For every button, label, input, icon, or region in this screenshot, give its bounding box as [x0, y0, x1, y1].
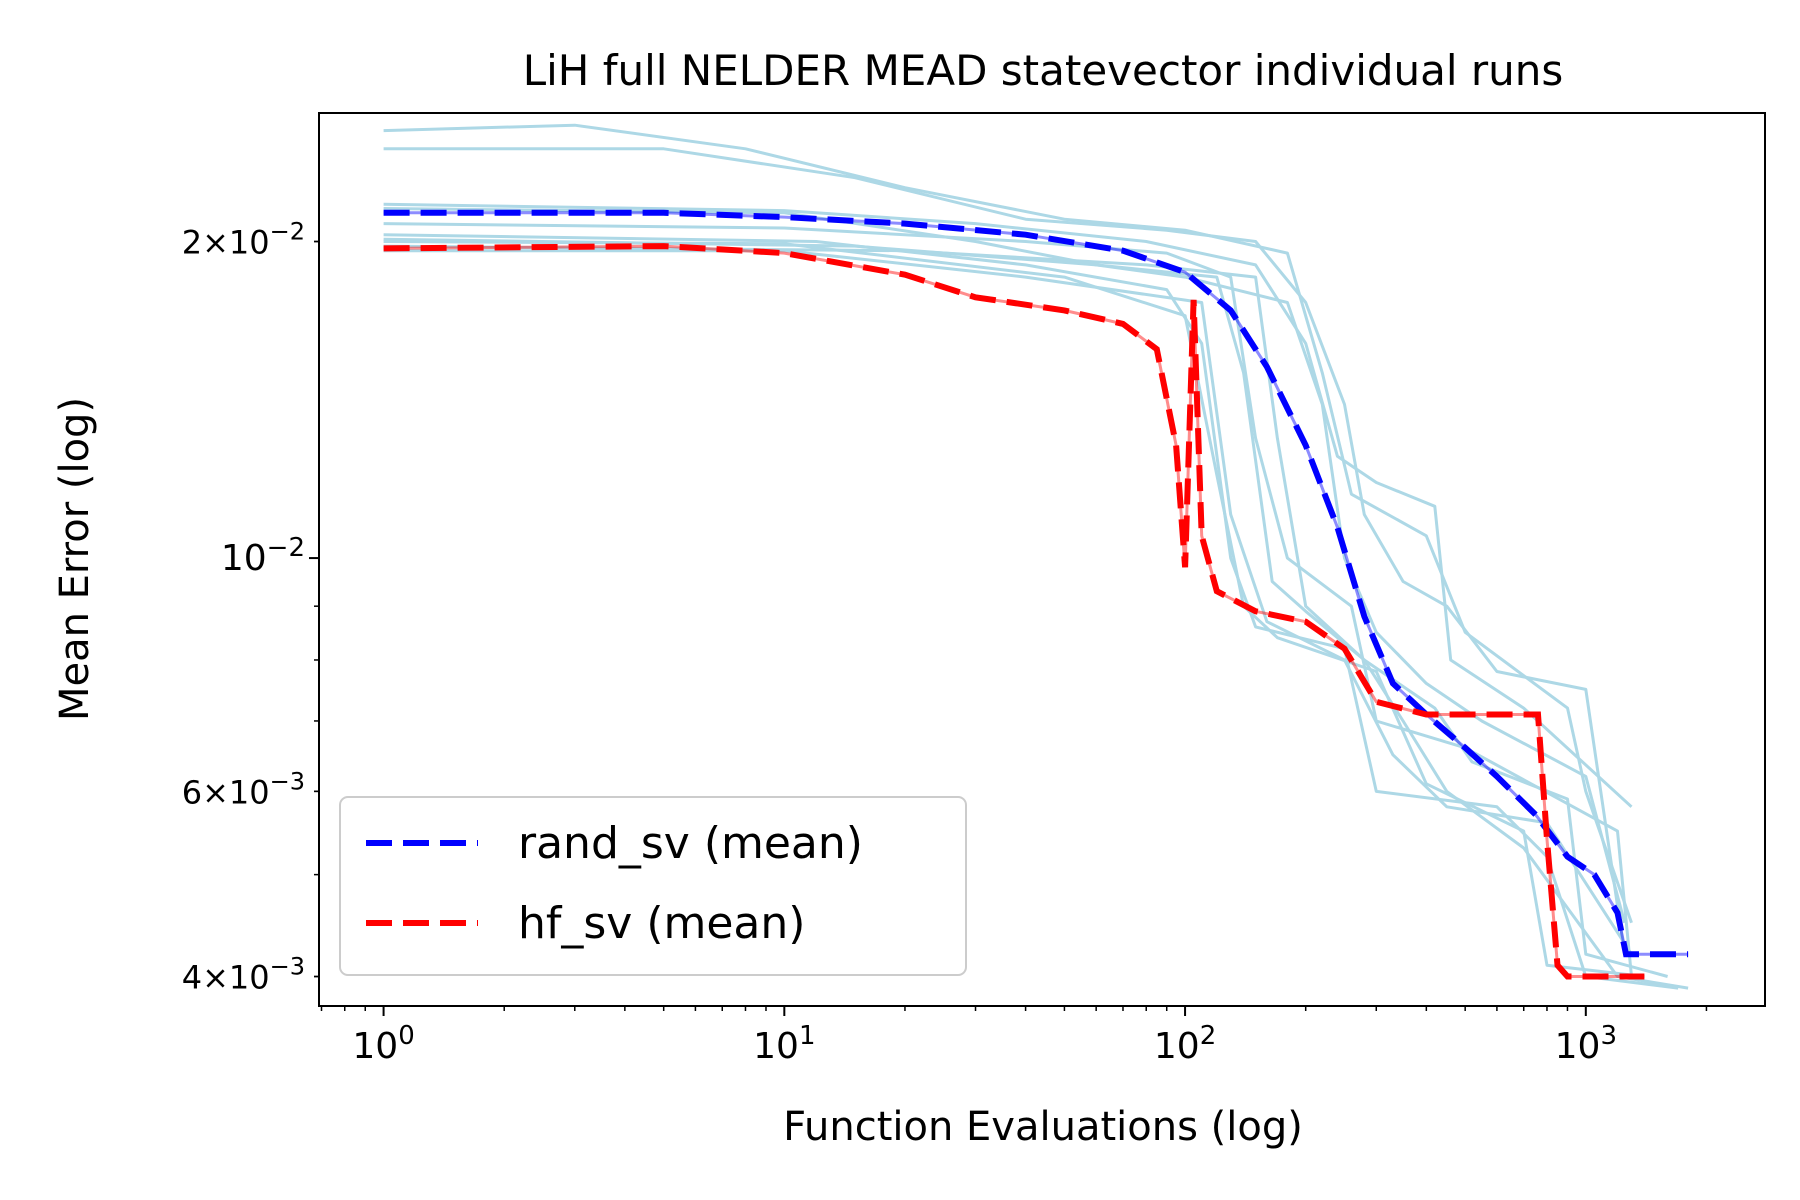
y-tick-label: 4×10−3 — [182, 953, 305, 997]
plot-area — [383, 123, 1689, 990]
y-tick-base: 10 — [229, 224, 270, 262]
x-axis: 100 101 102 103 — [320, 1006, 1708, 1067]
y-tick-base: 10 — [229, 959, 270, 997]
x-tick-label: 102 — [1154, 1021, 1216, 1067]
run-line-3 — [383, 147, 1627, 955]
y-tick-label: 6×10−3 — [182, 767, 305, 811]
y-tick-exp: −2 — [270, 218, 305, 246]
x-tick-base: 10 — [753, 1026, 799, 1067]
x-tick-exp: 0 — [398, 1021, 415, 1051]
series-line-1 — [383, 243, 1645, 980]
run-line-2 — [383, 123, 1633, 924]
y-tick-mantissa: 4× — [182, 959, 229, 997]
run-line-11 — [383, 207, 1627, 924]
y-tick-base: 10 — [221, 538, 267, 579]
legend: rand_sv (mean) hf_sv (mean) — [339, 796, 967, 976]
run-line-10 — [383, 244, 1668, 978]
y-tick-base: 10 — [229, 773, 270, 811]
x-tick-label: 103 — [1555, 1021, 1617, 1067]
y-tick-exp: −2 — [267, 533, 305, 563]
plot-frame — [318, 112, 1766, 1007]
legend-label-1: hf_sv (mean) — [518, 898, 805, 949]
run-line-5 — [383, 222, 1633, 977]
y-tick-exp: −3 — [270, 953, 305, 981]
x-tick-base: 10 — [352, 1026, 398, 1067]
y-tick-mantissa: 6× — [182, 773, 229, 811]
y-tick-label: 2×10−2 — [182, 218, 305, 262]
x-axis-label: Function Evaluations (log) — [783, 1104, 1303, 1150]
x-tick-exp: 3 — [1600, 1021, 1617, 1051]
x-tick-base: 10 — [1154, 1026, 1200, 1067]
y-tick-exp: −3 — [270, 767, 305, 795]
y-axis: 2×10−210−26×10−34×10−3 — [182, 218, 319, 997]
x-tick-exp: 1 — [799, 1021, 816, 1051]
y-tick-label: 10−2 — [221, 533, 305, 579]
chart-title: LiH full NELDER MEAD statevector individ… — [523, 46, 1564, 95]
x-tick-base: 10 — [1555, 1026, 1601, 1067]
x-tick-label: 101 — [753, 1021, 815, 1067]
y-axis-label: Mean Error (log) — [52, 397, 98, 721]
y-tick-mantissa: 2× — [182, 224, 229, 262]
legend-label-0: rand_sv (mean) — [518, 818, 863, 869]
x-tick-exp: 2 — [1200, 1021, 1217, 1051]
series-line-0 — [383, 209, 1689, 958]
legend-box — [339, 796, 967, 976]
x-tick-label: 100 — [352, 1021, 414, 1067]
run-line-8 — [383, 249, 1633, 956]
